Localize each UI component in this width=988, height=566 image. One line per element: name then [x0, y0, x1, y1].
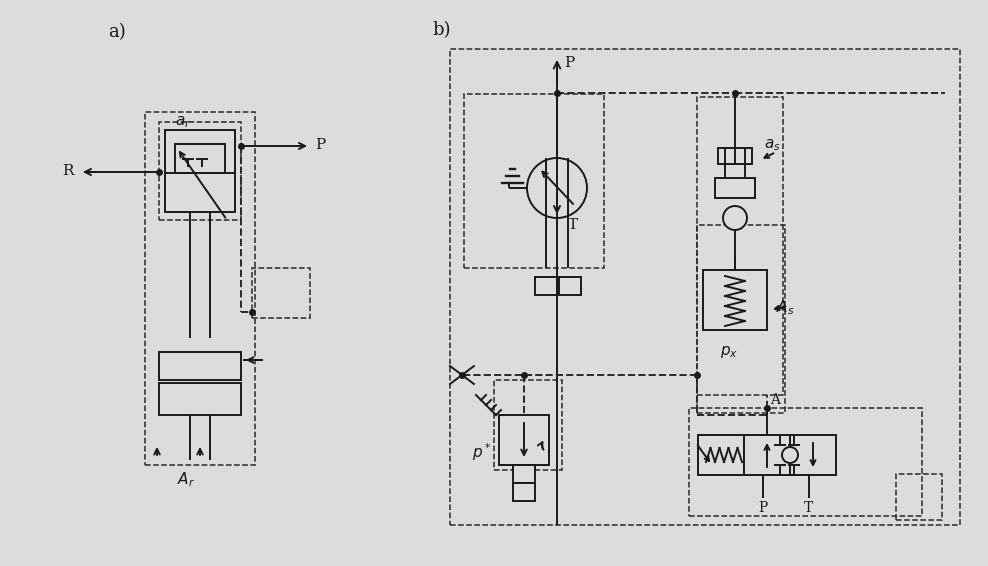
Bar [697, 97, 783, 395]
Bar [559, 277, 581, 295]
Bar [159, 352, 241, 380]
Bar [165, 130, 235, 212]
Circle shape [723, 206, 747, 230]
Bar [159, 122, 241, 220]
Text: T: T [804, 501, 813, 515]
Text: a): a) [108, 23, 125, 41]
Text: P: P [758, 501, 768, 515]
Bar [450, 49, 960, 525]
Text: P: P [315, 138, 325, 152]
Bar [175, 144, 225, 173]
Bar [513, 483, 535, 501]
Circle shape [527, 158, 587, 218]
Bar [499, 415, 549, 465]
Bar [535, 277, 557, 295]
Bar [744, 435, 790, 475]
Bar [896, 474, 942, 520]
Bar [464, 94, 604, 268]
Bar [718, 148, 752, 164]
Text: $p^*$: $p^*$ [472, 441, 492, 463]
Bar [715, 178, 755, 198]
Bar [513, 465, 535, 483]
Bar [159, 383, 241, 415]
Bar [252, 268, 310, 318]
Bar [145, 112, 255, 465]
Bar [697, 225, 785, 413]
Text: $a_r$: $a_r$ [175, 114, 192, 130]
Circle shape [782, 447, 798, 463]
Text: $A_s$: $A_s$ [776, 299, 794, 318]
Text: A: A [770, 393, 780, 407]
Bar [494, 380, 562, 470]
Bar [703, 270, 767, 330]
Bar [689, 408, 922, 516]
Bar [790, 435, 836, 475]
Text: $p_x$: $p_x$ [720, 344, 738, 360]
Bar [698, 435, 744, 475]
Text: P: P [564, 56, 574, 70]
Text: b): b) [432, 21, 451, 39]
Text: R: R [62, 164, 73, 178]
Text: $A_r$: $A_r$ [177, 471, 196, 490]
Text: $a_s$: $a_s$ [764, 137, 781, 153]
Text: T: T [568, 218, 578, 232]
